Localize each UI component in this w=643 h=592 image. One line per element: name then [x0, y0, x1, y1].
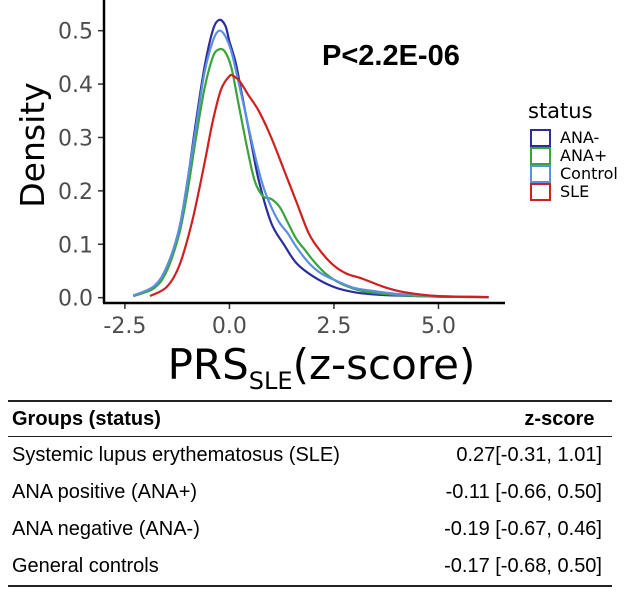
y-axis-label: Density [13, 82, 52, 207]
zscore-table: Groups (status) z-score Systemic lupus e… [8, 400, 612, 587]
header-groups: Groups (status) [8, 400, 391, 437]
density-curve-control [132, 29, 489, 299]
y-ticks: 0.0 0.1 0.2 0.3 0.4 0.5 [58, 20, 104, 312]
zscore-cell: -0.19 [-0.67, 0.46] [444, 518, 602, 540]
legend-label: ANA- [560, 128, 599, 147]
y-tick-label: 0.4 [58, 73, 93, 98]
x-axis-label-suffix: (z-score) [292, 340, 476, 389]
zscore-cell: -0.11 [-0.66, 0.50] [445, 481, 602, 503]
legend-swatch [530, 183, 551, 201]
legend-label: ANA+ [560, 146, 607, 165]
table-header-row: Groups (status) z-score [8, 400, 612, 437]
x-axis-label-main: PRS [167, 340, 249, 389]
legend-title: status [528, 99, 593, 123]
density-curve-anapos [132, 47, 489, 299]
x-tick-label: 2.5 [316, 314, 351, 339]
density-plot: Density 0.0 0.1 0.2 0.3 0.4 0.5 -2.5 0.0 2.5 5.0… [13, 0, 618, 339]
zscore-cell: 0.27[-0.31, 1.01] [456, 444, 602, 466]
group-cell: ANA negative (ANA-) [12, 518, 200, 540]
x-axis-label: PRSSLE(z-score) [0, 340, 643, 395]
y-tick-label: 0.0 [58, 287, 93, 312]
table-row: ANA positive (ANA+) -0.11 [-0.66, 0.50] [8, 474, 612, 511]
density-curve-sle [149, 73, 489, 299]
zscore-cell: -0.17 [-0.68, 0.50] [390, 548, 612, 587]
legend-swatch [530, 129, 551, 147]
legend-label: SLE [560, 182, 589, 201]
y-tick-label: 0.5 [58, 20, 93, 45]
legend-swatch [530, 147, 551, 165]
group-cell: General controls [8, 548, 391, 587]
y-tick-label: 0.1 [58, 233, 93, 258]
y-tick-label: 0.3 [58, 126, 93, 151]
x-ticks: -2.5 0.0 2.5 5.0 [103, 303, 456, 339]
table-row: General controls -0.17 [-0.68, 0.50] [8, 548, 612, 587]
x-axis-label-sub: SLE [248, 367, 293, 395]
x-tick-label: -2.5 [103, 314, 146, 339]
x-tick-label: 5.0 [421, 314, 456, 339]
legend-label: Control [560, 164, 618, 183]
table-row: ANA negative (ANA-) -0.19 [-0.67, 0.46] [8, 511, 612, 548]
y-tick-label: 0.2 [58, 180, 93, 205]
density-curves [132, 18, 489, 299]
p-value-annotation: P<2.2E-06 [322, 40, 460, 72]
group-cell: Systemic lupus erythematosus (SLE) [12, 444, 340, 466]
legend-swatch [530, 165, 551, 183]
table-row: Systemic lupus erythematosus (SLE) 0.27[… [8, 437, 612, 475]
group-cell: ANA positive (ANA+) [12, 481, 198, 503]
header-zscore: z-score [390, 400, 612, 437]
x-tick-label: 0.0 [212, 314, 247, 339]
